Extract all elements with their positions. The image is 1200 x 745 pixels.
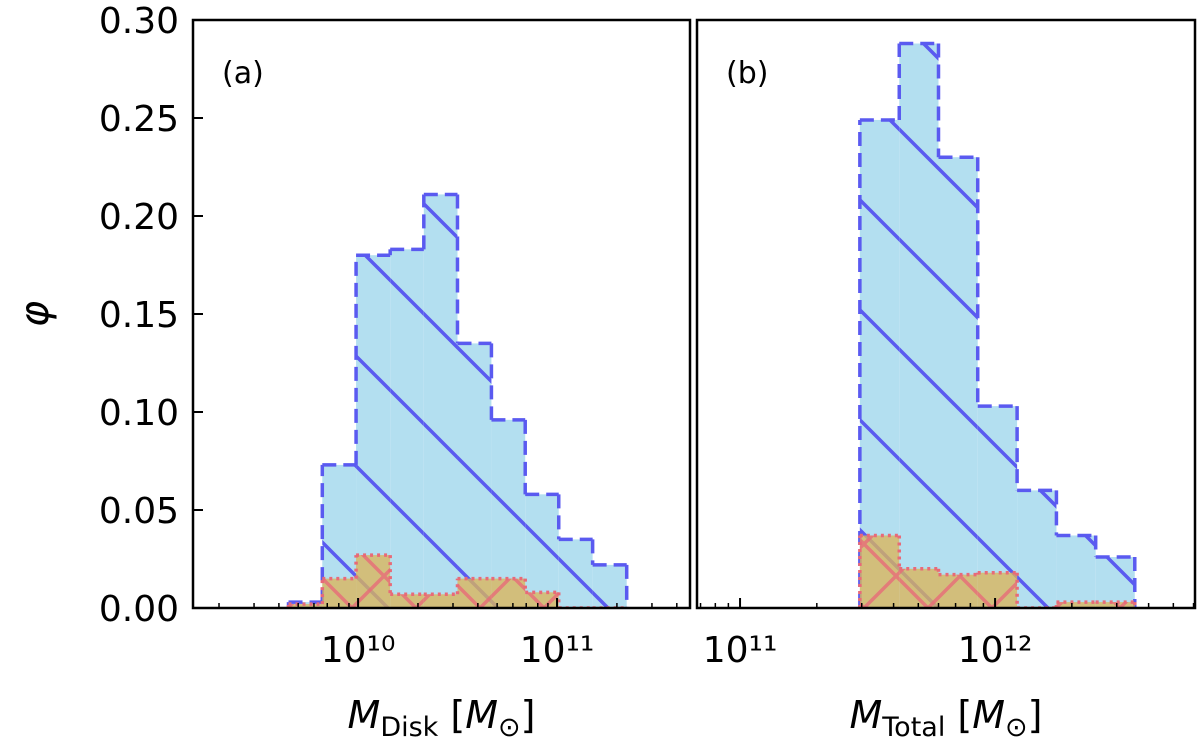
y-tick-label: 0.00 <box>99 589 179 630</box>
y-tick-label: 0.10 <box>99 393 179 434</box>
y-tick-label: 0.30 <box>99 1 179 42</box>
plot-area <box>858 41 1137 608</box>
y-tick-label: 0.05 <box>99 491 179 532</box>
bar-hatch <box>938 157 978 608</box>
x-axis-label-part: M <box>348 693 381 737</box>
frame <box>695 18 1197 610</box>
bar-hatch <box>1056 535 1096 608</box>
bar-hatch <box>1095 557 1135 608</box>
x-axis-label-part: Total <box>881 712 945 743</box>
panel-label: (a) <box>222 56 264 91</box>
bar-hatch <box>558 539 593 608</box>
x-axis-label-part: ] <box>521 693 536 737</box>
bar-hatch <box>288 604 323 608</box>
bar-hatch <box>423 194 458 608</box>
bar-hatch <box>390 249 424 608</box>
bar-hatch <box>525 592 559 608</box>
bar-hatch <box>356 255 391 608</box>
x-axis-label-part: M <box>849 693 882 737</box>
x-tick-label: 10¹¹ <box>520 630 595 671</box>
bar-hatch <box>390 594 424 608</box>
x-axis-label: MTotal [M⊙] <box>849 693 1042 743</box>
x-axis-label-part: ] <box>1028 693 1043 737</box>
bar-hatch <box>859 119 900 608</box>
x-axis-label-part: [ <box>945 693 972 737</box>
panel-label: (b) <box>726 56 768 91</box>
x-tick-label: 10¹⁰ <box>321 630 396 671</box>
y-tick-label: 0.25 <box>99 99 179 140</box>
y-axis-label: φ <box>12 301 58 327</box>
x-tick-label: 10¹² <box>958 630 1033 671</box>
x-axis-label-part: [ <box>438 693 465 737</box>
bar-hatch <box>457 343 492 608</box>
bar-hatch <box>938 574 978 608</box>
x-axis-label-part: ⊙ <box>498 712 521 743</box>
bar-hatch <box>1056 602 1096 608</box>
bar-hatch <box>899 568 939 608</box>
bar-hatch <box>1095 602 1135 608</box>
bar-hatch <box>859 535 900 608</box>
x-tick-label: 10¹¹ <box>703 630 778 671</box>
bar-hatch <box>525 494 559 608</box>
bar-hatch <box>1017 490 1057 608</box>
bar-hatch <box>977 572 1018 608</box>
x-axis-label-part: M <box>972 693 1005 737</box>
y-tick-label: 0.15 <box>99 295 179 336</box>
bar-hatch <box>356 555 391 608</box>
bar-hatch <box>899 43 939 608</box>
plot-area <box>286 192 629 608</box>
x-axis-label-part: Disk <box>380 712 438 743</box>
y-tick-label: 0.20 <box>99 197 179 238</box>
x-axis-label-part: ⊙ <box>1005 712 1028 743</box>
x-axis-label-part: M <box>465 693 498 737</box>
x-axis-label: MDisk [M⊙] <box>348 693 536 743</box>
bar-hatch <box>592 564 627 608</box>
bar-hatch <box>457 578 492 608</box>
bar-hatch <box>423 594 458 608</box>
bar-hatch <box>491 419 526 608</box>
